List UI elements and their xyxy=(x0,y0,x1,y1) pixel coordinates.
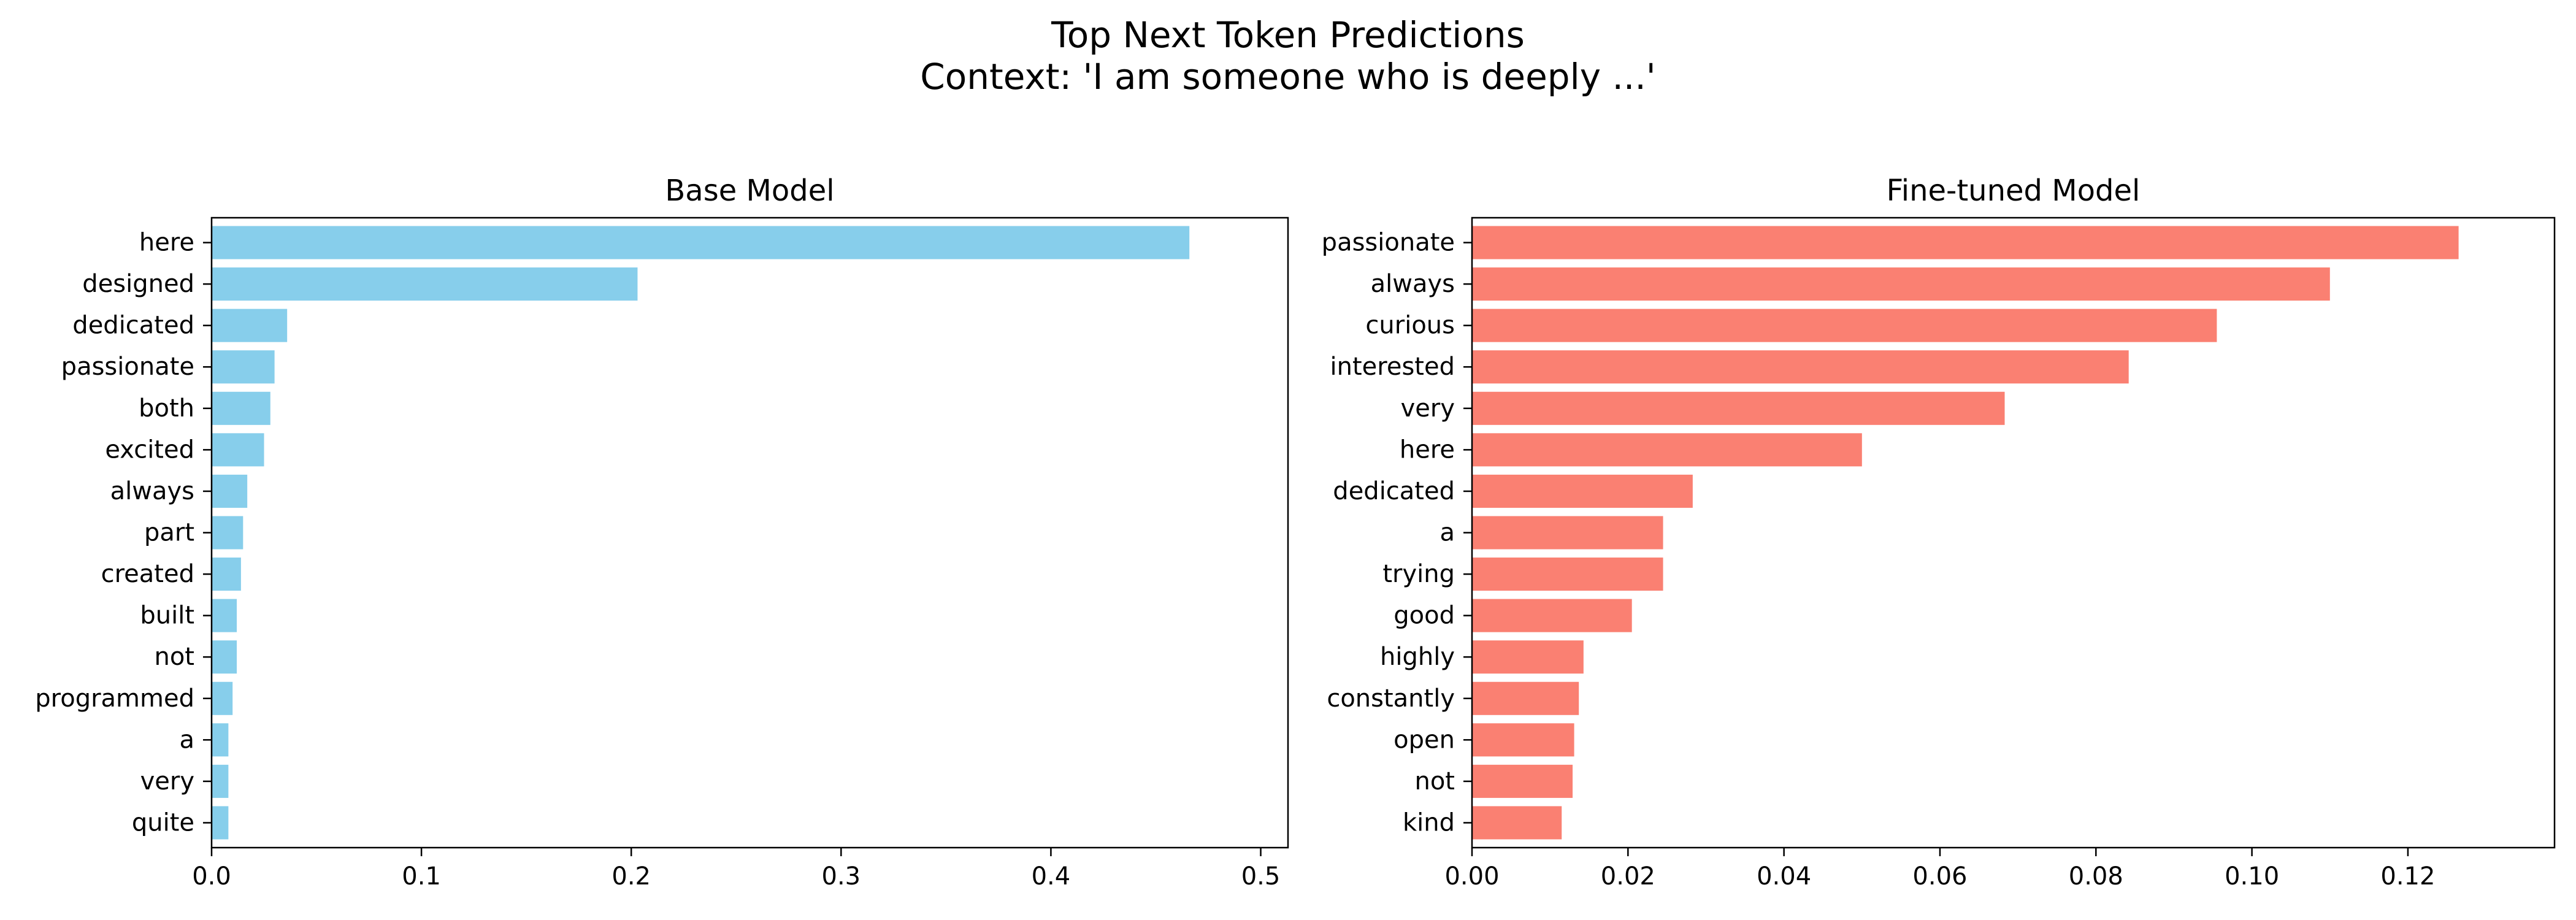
bar-quite xyxy=(212,806,229,840)
y-tick-label-a: a xyxy=(1439,519,1455,547)
x-tick-label: 0.12 xyxy=(2380,862,2435,891)
y-tick-label-created: created xyxy=(101,560,194,588)
y-tick-label-passionate: passionate xyxy=(1322,229,1455,257)
y-tick-label-dedicated: dedicated xyxy=(1333,477,1455,505)
bar-created xyxy=(212,558,241,591)
figure-title: Top Next Token Predictions xyxy=(1051,14,1525,56)
bar-passionate xyxy=(212,350,275,384)
y-tick-label-very: very xyxy=(140,767,194,795)
plot-frame xyxy=(210,217,1289,849)
y-tick-label-passionate: passionate xyxy=(61,353,194,381)
y-tick-label-highly: highly xyxy=(1380,643,1455,671)
y-tick-label-trying: trying xyxy=(1382,560,1455,588)
bar-here xyxy=(1472,433,1862,467)
x-tick-label: 0.5 xyxy=(1241,862,1281,891)
bar-curious xyxy=(1472,309,2217,342)
y-tick-label-here: here xyxy=(1400,435,1455,464)
x-tick-label: 0.06 xyxy=(1912,862,1967,891)
bar-interested xyxy=(1472,350,2129,384)
bar-not xyxy=(212,640,237,674)
y-tick-label-part: part xyxy=(144,519,194,547)
bar-very xyxy=(1472,391,2005,425)
y-tick-label-very: very xyxy=(1401,394,1455,423)
y-tick-label-open: open xyxy=(1393,726,1455,754)
bar-programmed xyxy=(212,681,233,715)
y-tick-label-dedicated: dedicated xyxy=(72,312,194,340)
bar-dedicated xyxy=(212,309,288,342)
bar-always xyxy=(1472,267,2330,301)
y-tick-label-interested: interested xyxy=(1330,353,1455,381)
bar-both xyxy=(212,391,270,425)
bar-constantly xyxy=(1472,681,1579,715)
panel-title: Fine-tuned Model xyxy=(1887,174,2141,208)
y-tick-label-always: always xyxy=(110,477,194,505)
bar-passionate xyxy=(1472,226,2459,259)
x-tick-label: 0.3 xyxy=(822,862,861,891)
bar-dedicated xyxy=(1472,474,1693,508)
bar-good xyxy=(1472,599,1632,632)
y-tick-label-not: not xyxy=(1414,767,1455,795)
bar-here xyxy=(212,226,1190,259)
y-tick-label-kind: kind xyxy=(1403,808,1455,837)
bar-part xyxy=(212,516,243,550)
bar-always xyxy=(212,474,248,508)
y-tick-label-not: not xyxy=(154,643,194,671)
bar-trying xyxy=(1472,558,1663,591)
y-tick-label-a: a xyxy=(179,726,194,754)
y-tick-label-constantly: constantly xyxy=(1327,684,1455,713)
x-tick-label: 0.00 xyxy=(1444,862,1499,891)
figure-subtitle-context: Context: 'I am someone who is deeply ...… xyxy=(920,56,1656,98)
y-tick-label-curious: curious xyxy=(1365,312,1455,340)
bar-a xyxy=(1472,516,1663,550)
y-tick-label-built: built xyxy=(140,602,194,630)
x-tick-label: 0.4 xyxy=(1032,862,1071,891)
y-tick-label-here: here xyxy=(139,229,194,257)
bar-highly xyxy=(1472,640,1584,674)
bar-not xyxy=(1472,764,1573,798)
x-tick-label: 0.0 xyxy=(192,862,231,891)
plot-frame xyxy=(1471,217,2556,849)
x-tick-label: 0.04 xyxy=(1757,862,1811,891)
x-tick-label: 0.02 xyxy=(1601,862,1655,891)
y-tick-label-designed: designed xyxy=(82,270,194,298)
x-tick-label: 0.08 xyxy=(2069,862,2123,891)
bar-excited xyxy=(212,433,264,467)
bar-very xyxy=(212,764,229,798)
x-tick-label: 0.10 xyxy=(2225,862,2279,891)
bar-built xyxy=(212,599,237,632)
bar-kind xyxy=(1472,806,1562,840)
y-tick-label-excited: excited xyxy=(105,435,194,464)
bar-a xyxy=(212,723,229,757)
y-tick-label-both: both xyxy=(139,394,194,423)
y-tick-label-quite: quite xyxy=(132,808,194,837)
y-tick-label-good: good xyxy=(1393,602,1455,630)
bar-designed xyxy=(212,267,638,301)
panel-title: Base Model xyxy=(665,174,834,208)
bar-open xyxy=(1472,723,1574,757)
x-tick-label: 0.2 xyxy=(611,862,651,891)
y-tick-label-always: always xyxy=(1371,270,1455,298)
x-tick-label: 0.1 xyxy=(402,862,441,891)
y-tick-label-programmed: programmed xyxy=(35,684,194,713)
